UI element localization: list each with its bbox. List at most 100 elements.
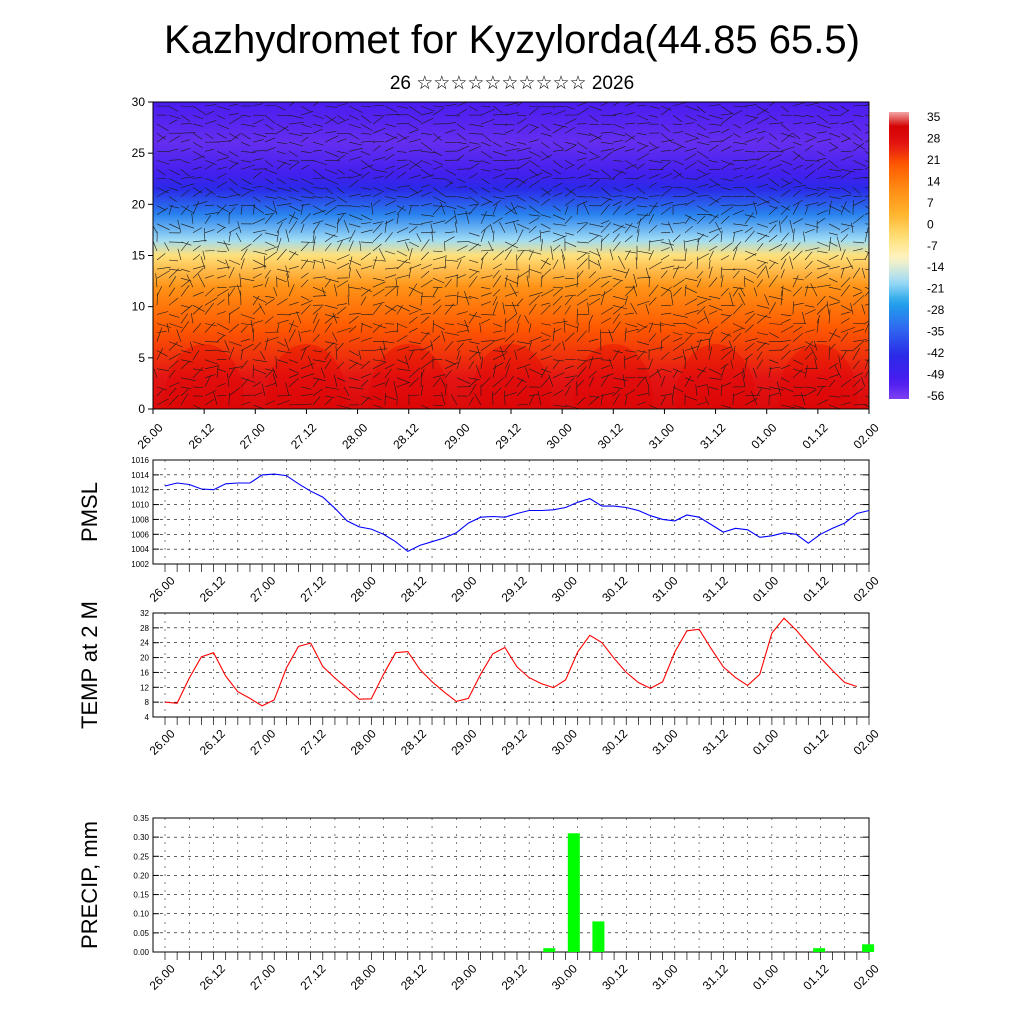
wind-barb: [396, 323, 408, 329]
wind-barb: [816, 158, 827, 161]
wind-barb: [852, 267, 861, 279]
wind-barb: [408, 138, 422, 143]
wind-barb: [216, 241, 231, 245]
wind-barb: [744, 128, 759, 134]
wind-barb: [192, 305, 203, 315]
wind-barb: [792, 404, 806, 409]
wind-barb: [780, 242, 788, 252]
wind-barb: [180, 205, 190, 215]
wind-barb: [480, 187, 491, 193]
wind-barb: [240, 151, 256, 153]
wind-barb: [300, 363, 315, 370]
wind-barb: [216, 275, 227, 279]
wind-barb: [804, 305, 815, 308]
wind-barb: [285, 382, 290, 396]
x-tick-label: 01.12: [799, 420, 830, 451]
wind-barb: [744, 268, 757, 275]
wind-barb: [780, 386, 794, 392]
wind-barb: [228, 366, 243, 370]
wind-barb: [372, 404, 383, 408]
wind-barb: [168, 114, 181, 119]
wind-barb: [444, 359, 456, 365]
wind-barb: [168, 169, 180, 176]
wind-barb: [756, 314, 768, 324]
wind-barb: [252, 392, 263, 397]
wind-barb: [696, 183, 709, 188]
wind-barb: [372, 105, 385, 107]
wind-barb: [792, 202, 800, 215]
wind-barb: [359, 240, 362, 252]
wind-barb: [480, 201, 492, 206]
wind-barb: [468, 311, 478, 324]
wind-barb: [456, 338, 472, 342]
wind-barb: [684, 199, 696, 206]
wind-barb: [696, 151, 709, 159]
wind-barb: [324, 259, 337, 264]
wind-barb: [456, 168, 470, 170]
wind-barb: [324, 359, 332, 369]
wind-barb: [780, 215, 788, 224]
wind-barb: [228, 232, 231, 242]
wind-barb: [348, 377, 360, 381]
wind-barb: [192, 141, 203, 148]
wind-barb: [384, 305, 397, 315]
wind-barb: [780, 318, 791, 324]
wind-barb: [504, 364, 510, 378]
wind-barb: [264, 246, 279, 252]
wind-barb: [780, 146, 795, 152]
wind-barb: [636, 153, 650, 161]
wind-barb: [836, 236, 842, 252]
y-tick-label: 30: [132, 95, 146, 109]
wind-barb: [588, 356, 594, 369]
wind-barb: [408, 349, 422, 351]
wind-barb: [168, 187, 179, 191]
wind-barb: [732, 229, 743, 234]
colorbar-label: -35: [927, 325, 945, 339]
wind-barb: [360, 164, 374, 170]
wind-barb: [168, 287, 176, 297]
wind-barb: [264, 255, 266, 270]
wind-barb: [564, 118, 577, 125]
wind-barb: [600, 392, 615, 397]
wind-barb: [684, 178, 698, 180]
wind-barb: [528, 352, 537, 360]
wind-barb: [528, 236, 541, 243]
wind-barb: [528, 139, 539, 143]
wind-barb: [804, 202, 819, 206]
wind-barb: [372, 372, 381, 379]
wind-barb: [420, 404, 431, 409]
wind-barb: [672, 355, 684, 360]
wind-barb: [288, 320, 295, 333]
wind-barb: [228, 103, 239, 107]
wind-barb: [704, 396, 710, 406]
wind-barb: [288, 151, 298, 157]
pmsl-axis-title: PMSL: [77, 482, 102, 542]
wind-barb: [828, 223, 841, 230]
wind-barb: [864, 250, 869, 254]
wind-barb: [456, 350, 460, 360]
wind-barb: [612, 160, 623, 162]
wind-barb: [395, 277, 398, 288]
wind-barb: [492, 169, 503, 171]
wind-barb: [192, 254, 201, 261]
wind-barb: [468, 141, 480, 145]
wind-barb: [298, 330, 302, 342]
wind-barb: [696, 366, 707, 378]
wind-barb: [708, 386, 719, 390]
wind-barb: [600, 374, 609, 388]
wind-barb: [176, 329, 182, 342]
wind-barb: [216, 196, 228, 199]
wind-barb: [276, 126, 289, 134]
wind-barb: [528, 172, 543, 179]
y-tick-label: 1016: [131, 456, 149, 465]
wind-barb: [813, 340, 818, 351]
wind-barb: [612, 241, 621, 252]
wind-barb: [288, 323, 299, 328]
wind-barb: [480, 151, 493, 159]
wind-barb: [372, 256, 378, 270]
wind-barb: [816, 114, 829, 124]
wind-barb: [432, 187, 445, 197]
wind-barb: [360, 337, 373, 342]
wind-barb: [240, 141, 251, 147]
x-tick-label: 27.12: [288, 420, 319, 451]
